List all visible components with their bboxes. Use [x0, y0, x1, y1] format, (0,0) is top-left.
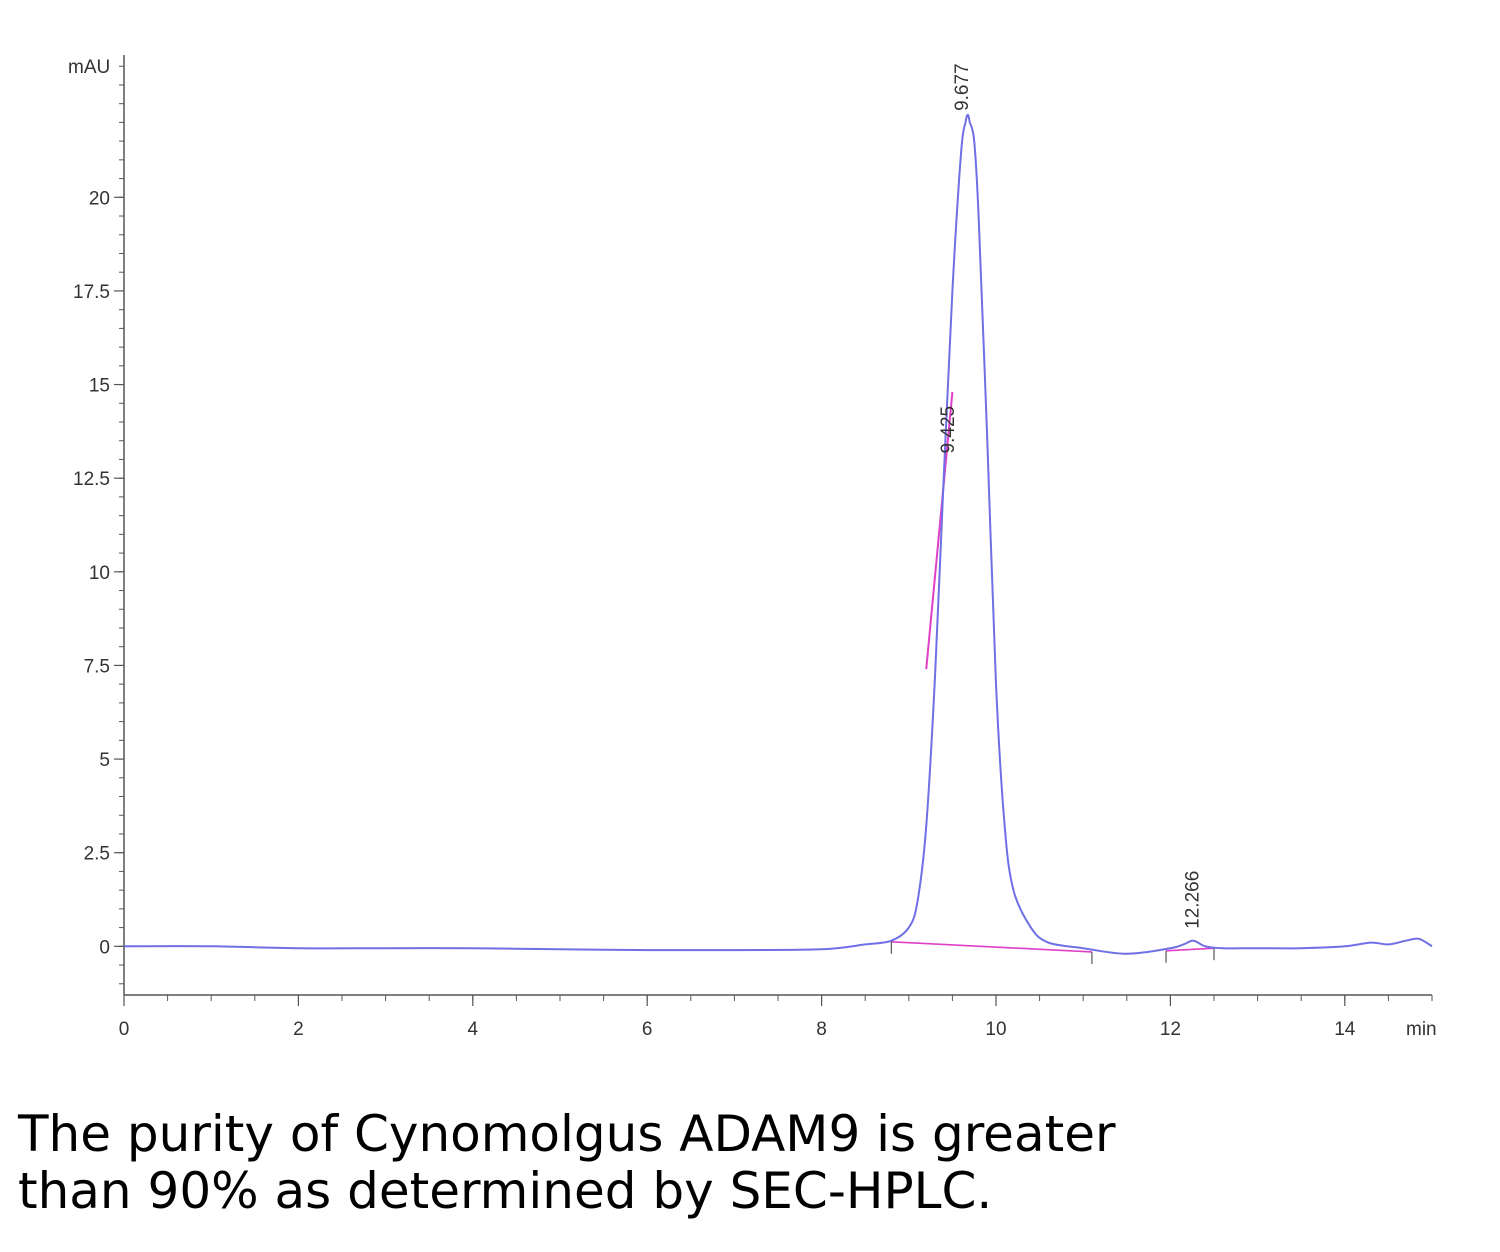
peak-rt-label: 12.266	[1183, 871, 1204, 929]
axes: 0 2.5 5 7.5 10 12.5 15 17.5 20 0 2 4 6 8 10 12 14	[73, 55, 1433, 1040]
x-tick-label: 14	[1334, 1019, 1356, 1040]
integration-baselines	[890, 391, 1215, 964]
x-tick-label: 0	[119, 1019, 130, 1040]
y-tick-label: 17.5	[73, 282, 110, 303]
x-axis-unit-label: min	[1406, 1019, 1437, 1040]
x-tick-label: 4	[468, 1019, 479, 1040]
peak-rt-label: 9.425	[938, 406, 959, 454]
peak-rt-label: 9.677	[952, 63, 973, 111]
x-tick-label: 12	[1160, 1019, 1181, 1040]
x-tick-label: 6	[642, 1019, 653, 1040]
y-tick-label: 7.5	[84, 656, 110, 677]
x-tick-label: 10	[985, 1019, 1006, 1040]
y-tick-label: 0	[99, 937, 110, 958]
shoulder-overlay	[925, 391, 954, 670]
y-tick-label: 15	[89, 376, 110, 397]
minor-peak-baseline	[1165, 947, 1215, 952]
y-tick-label: 12.5	[73, 469, 110, 490]
peak-labels: 9.677 9.425 12.266	[938, 63, 1204, 928]
x-tick-label: 2	[293, 1019, 304, 1040]
y-axis-unit-label: mAU	[68, 57, 110, 78]
caption-line-2: than 90% as determined by SEC-HPLC.	[18, 1162, 993, 1220]
caption-line-1: The purity of Cynomolgus ADAM9 is greate…	[18, 1105, 1116, 1163]
y-tick-label: 20	[89, 188, 110, 209]
chromatogram-trace	[123, 113, 1433, 955]
y-tick-label: 10	[89, 563, 110, 584]
y-tick-label: 2.5	[84, 844, 110, 865]
y-tick-label: 5	[99, 750, 110, 771]
trace-layer	[123, 113, 1433, 955]
main-peak-baseline	[891, 941, 1092, 953]
x-tick-label: 8	[816, 1019, 827, 1040]
figure-caption: The purity of Cynomolgus ADAM9 is greate…	[18, 1106, 1116, 1220]
